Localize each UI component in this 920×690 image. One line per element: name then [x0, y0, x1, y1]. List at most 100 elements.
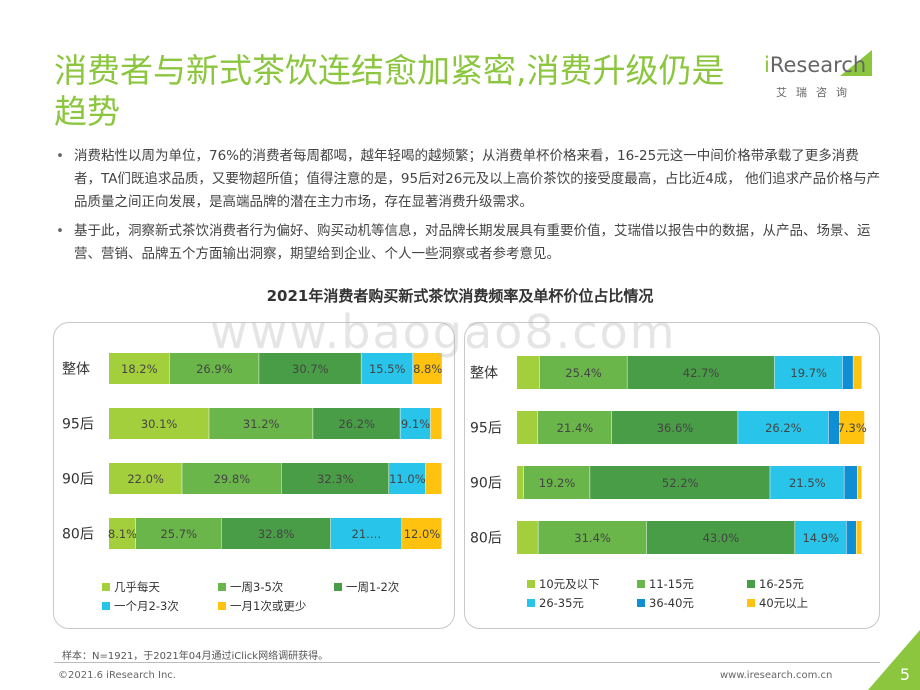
iresearch-logo: iResearch 艾瑞咨询 [760, 50, 875, 105]
bar-segment [389, 463, 426, 494]
category-label: 整体 [470, 366, 498, 382]
bar-segment [517, 356, 540, 389]
data-label: 7.3% [838, 421, 867, 435]
frequency-chart: 整体 18.2% 26.9% 30.7% 15.5% 8.8% 95后 30.1% 31.2% 2… [62, 353, 442, 613]
data-label: 31.2% [243, 417, 280, 431]
bar-segment [109, 353, 170, 384]
bar-segment [517, 466, 524, 499]
bar-segment [853, 356, 862, 389]
bar-segment [281, 463, 389, 494]
bar-segment [517, 521, 538, 554]
price-chart-panel: 整体 25.4% 42.7% 19.7% 95后 21.4% 36.6% 26.2% 7.3% 9… [464, 322, 880, 629]
bar-segment [842, 356, 853, 389]
bar-segment [538, 521, 647, 554]
category-label: 80后 [62, 527, 94, 543]
data-label: 30.7% [292, 362, 329, 376]
category-label: 80后 [470, 531, 502, 547]
data-label: 31.4% [574, 531, 611, 545]
legend-swatch [637, 580, 645, 588]
bar-segment [169, 353, 259, 384]
legend-swatch [218, 602, 226, 610]
data-label: 26.2% [765, 421, 802, 435]
bar-segment [539, 356, 627, 389]
bar-segment [857, 466, 862, 499]
data-label: 15.5% [369, 362, 406, 376]
data-label: 12.0% [404, 527, 441, 541]
legend-swatch [218, 583, 226, 591]
legend-label: 一周3-5次 [230, 580, 284, 594]
bar-segment [259, 353, 361, 384]
bar-segment [182, 463, 281, 494]
bar-segment [774, 356, 843, 389]
legend-swatch [747, 580, 755, 588]
bar-segment [330, 518, 402, 549]
legend-swatch [102, 602, 110, 610]
bar-segment [856, 521, 862, 554]
data-label: 42.7% [683, 366, 720, 380]
watermark: www.baogao8.com [210, 305, 677, 359]
data-label: 32.8% [258, 527, 295, 541]
logo-swoosh-icon [840, 50, 872, 76]
copyright: ©2021.6 iResearch Inc. [58, 670, 176, 681]
legend-label: 40元以上 [759, 596, 808, 610]
data-label: 8.1% [108, 527, 137, 541]
legend-swatch [334, 583, 342, 591]
data-label: 52.2% [662, 476, 699, 490]
category-label: 90后 [62, 472, 94, 488]
legend-swatch [747, 599, 755, 607]
data-label: 26.2% [338, 417, 375, 431]
data-label: 29.8% [214, 472, 251, 486]
data-label: 14.9% [802, 531, 839, 545]
bar-segment [221, 518, 331, 549]
data-label: 8.8% [413, 362, 442, 376]
bar-segment [844, 466, 858, 499]
data-label: 19.7% [790, 366, 827, 380]
data-label: 11.0% [389, 472, 426, 486]
bar-segment [109, 518, 136, 549]
bar-segment [413, 353, 442, 384]
category-label: 95后 [470, 421, 502, 437]
data-label: 25.7% [160, 527, 197, 541]
category-label: 90后 [470, 476, 502, 492]
legend-label: 一月1次或更少 [230, 599, 306, 613]
bar-segment [611, 411, 738, 444]
legend-swatch [527, 580, 535, 588]
bar-segment [627, 356, 775, 389]
category-label: 95后 [62, 417, 94, 433]
bar-segment [109, 408, 209, 439]
page-title: 消费者与新式茶饮连结愈加紧密,消费升级仍是趋势 [54, 51, 725, 131]
legend-label: 10元及以下 [539, 577, 600, 591]
data-label: 21.… [352, 527, 382, 541]
bar-segment [109, 463, 182, 494]
legend-swatch [527, 599, 535, 607]
bar-segment [361, 353, 413, 384]
bar-segment [209, 408, 313, 439]
data-label: 26.9% [196, 362, 233, 376]
data-label: 22.0% [127, 472, 164, 486]
page-number: 5 [899, 665, 910, 684]
data-label: 19.2% [539, 476, 576, 490]
bar-segment [523, 466, 590, 499]
footnote: 样本：N=1921，于2021年04月通过iClick网络调研获得。 [62, 651, 329, 662]
bullet-list: 消费粘性以周为单位，76%的消费者每周都喝，越年轻喝的越频繁；从消费单杯价格来看… [56, 145, 881, 272]
bar-segment [430, 408, 442, 439]
bar-segment [770, 466, 844, 499]
category-label: 整体 [62, 362, 90, 378]
footer-divider [54, 662, 880, 663]
bar-segment [517, 411, 538, 444]
legend-label: 一个月2-3次 [114, 599, 179, 613]
bar-segment [590, 466, 770, 499]
bar-segment [400, 408, 431, 439]
frequency-chart-panel: 整体 18.2% 26.9% 30.7% 15.5% 8.8% 95后 30.1% 31.2% 2… [53, 322, 455, 629]
bar-segment [135, 518, 222, 549]
legend-label: 11-15元 [649, 577, 694, 591]
legend-label: 一周1-2次 [346, 580, 400, 594]
site-url: www.iresearch.com.cn [720, 670, 833, 681]
legend-swatch [102, 583, 110, 591]
data-label: 21.5% [789, 476, 826, 490]
corner-decoration-icon [868, 630, 920, 690]
legend-label: 几乎每天 [114, 580, 160, 594]
legend-swatch [637, 599, 645, 607]
bar-segment [738, 411, 829, 444]
data-label: 25.4% [565, 366, 602, 380]
